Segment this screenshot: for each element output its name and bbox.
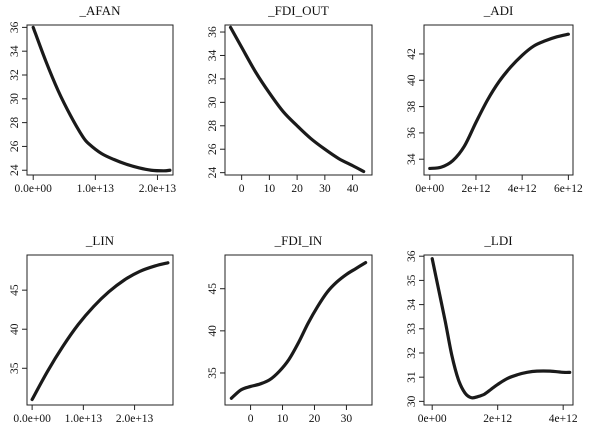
x-tick-label: 10: [264, 183, 276, 195]
x-tick-label: 6e+12: [554, 183, 583, 195]
x-tick-label: 20: [291, 183, 303, 195]
y-tick-label: 45: [207, 283, 219, 295]
y-tick-label: 26: [207, 143, 219, 155]
y-tick-label: 36: [9, 21, 21, 33]
x-tick-label: 4e+12: [549, 413, 578, 424]
y-tick-label: 40: [207, 325, 219, 337]
y-tick-label: 35: [9, 362, 21, 374]
y-tick-label: 32: [207, 73, 219, 85]
series-line: [229, 260, 368, 400]
plot-frame: [224, 254, 373, 406]
y-tick-label: 30: [9, 93, 21, 105]
y-tick-label: 24: [207, 167, 219, 179]
x-tick-label: 1.0e+13: [77, 183, 115, 195]
panel-0: _AFAN 0.0e+00 1.0e+13 2.0e+13 24 26 28 30 32 34 36: [9, 3, 176, 195]
plot-frame: [224, 24, 373, 176]
x-tick-label: 0.0e+00: [13, 413, 51, 424]
plot-frame: [423, 254, 574, 406]
y-tick-label: 30: [207, 96, 219, 108]
y-tick-label: 33: [406, 323, 418, 335]
x-tick-label: 2e+12: [483, 413, 512, 424]
y-tick-label: 36: [406, 250, 418, 262]
plot-frame: [26, 24, 174, 176]
chart-title: _FDI_OUT: [267, 3, 329, 18]
chart-title: _AFAN: [79, 3, 122, 18]
y-tick-label: 28: [9, 117, 21, 129]
y-tick-label: 31: [406, 371, 418, 383]
chart-title: _ADI: [483, 3, 514, 18]
y-tick-label: 34: [207, 49, 219, 61]
y-tick-label: 42: [406, 48, 418, 60]
x-tick-label: 0: [239, 183, 245, 195]
x-tick-label: 2.0e+13: [116, 413, 154, 424]
chart-title: _FDI_IN: [274, 233, 323, 248]
x-tick-label: 2e+12: [462, 183, 491, 195]
x-tick-label: 0e+00: [415, 183, 444, 195]
plot-frame: [423, 24, 574, 176]
y-tick-label: 35: [207, 367, 219, 379]
series-line: [31, 25, 172, 173]
y-tick-label: 24: [9, 164, 21, 176]
panel-5: _LDI 0e+00 2e+12 4e+12 30 31 32 33 34 35 36: [406, 233, 578, 424]
panel-4: _FDI_IN 0 10 20 30 35 40 45: [207, 233, 373, 424]
series-line: [430, 257, 572, 400]
panel-3: _LIN 0.0e+00 1.0e+13 2.0e+13 35 40 45: [9, 233, 174, 424]
series-line: [428, 32, 570, 171]
chart-title: _LDI: [483, 233, 512, 248]
series-line: [30, 261, 170, 402]
y-tick-label: 40: [9, 323, 21, 335]
x-tick-label: 30: [341, 413, 353, 424]
y-tick-label: 35: [406, 274, 418, 286]
y-tick-label: 34: [406, 153, 418, 165]
x-tick-label: 0.0e+00: [14, 183, 52, 195]
y-tick-label: 32: [9, 69, 21, 81]
y-tick-label: 32: [406, 347, 418, 359]
panel-1: _FDI_OUT 0 10 20 30 40 24 26 28 30 32 34 36: [207, 3, 373, 195]
y-tick-label: 34: [406, 299, 418, 311]
x-tick-label: 40: [347, 183, 359, 195]
y-tick-label: 45: [9, 284, 21, 296]
series-line: [228, 25, 366, 174]
y-tick-label: 26: [9, 140, 21, 152]
y-tick-label: 36: [207, 26, 219, 38]
y-tick-label: 34: [9, 45, 21, 57]
y-tick-label: 40: [406, 74, 418, 86]
plot-frame: [26, 254, 174, 406]
y-tick-label: 38: [406, 101, 418, 113]
y-tick-label: 36: [406, 127, 418, 139]
x-tick-label: 30: [319, 183, 331, 195]
y-tick-label: 28: [207, 120, 219, 132]
x-tick-label: 20: [309, 413, 321, 424]
x-tick-label: 0: [248, 413, 254, 424]
x-tick-label: 0e+00: [418, 413, 447, 424]
x-tick-label: 2.0e+13: [139, 183, 177, 195]
x-tick-label: 1.0e+13: [65, 413, 103, 424]
x-tick-label: 4e+12: [508, 183, 537, 195]
y-tick-label: 30: [406, 395, 418, 407]
panel-2: _ADI 0e+00 2e+12 4e+12 6e+12 34 36 38 40 42: [406, 3, 583, 195]
x-tick-label: 10: [277, 413, 289, 424]
chart-title: _LIN: [85, 233, 115, 248]
